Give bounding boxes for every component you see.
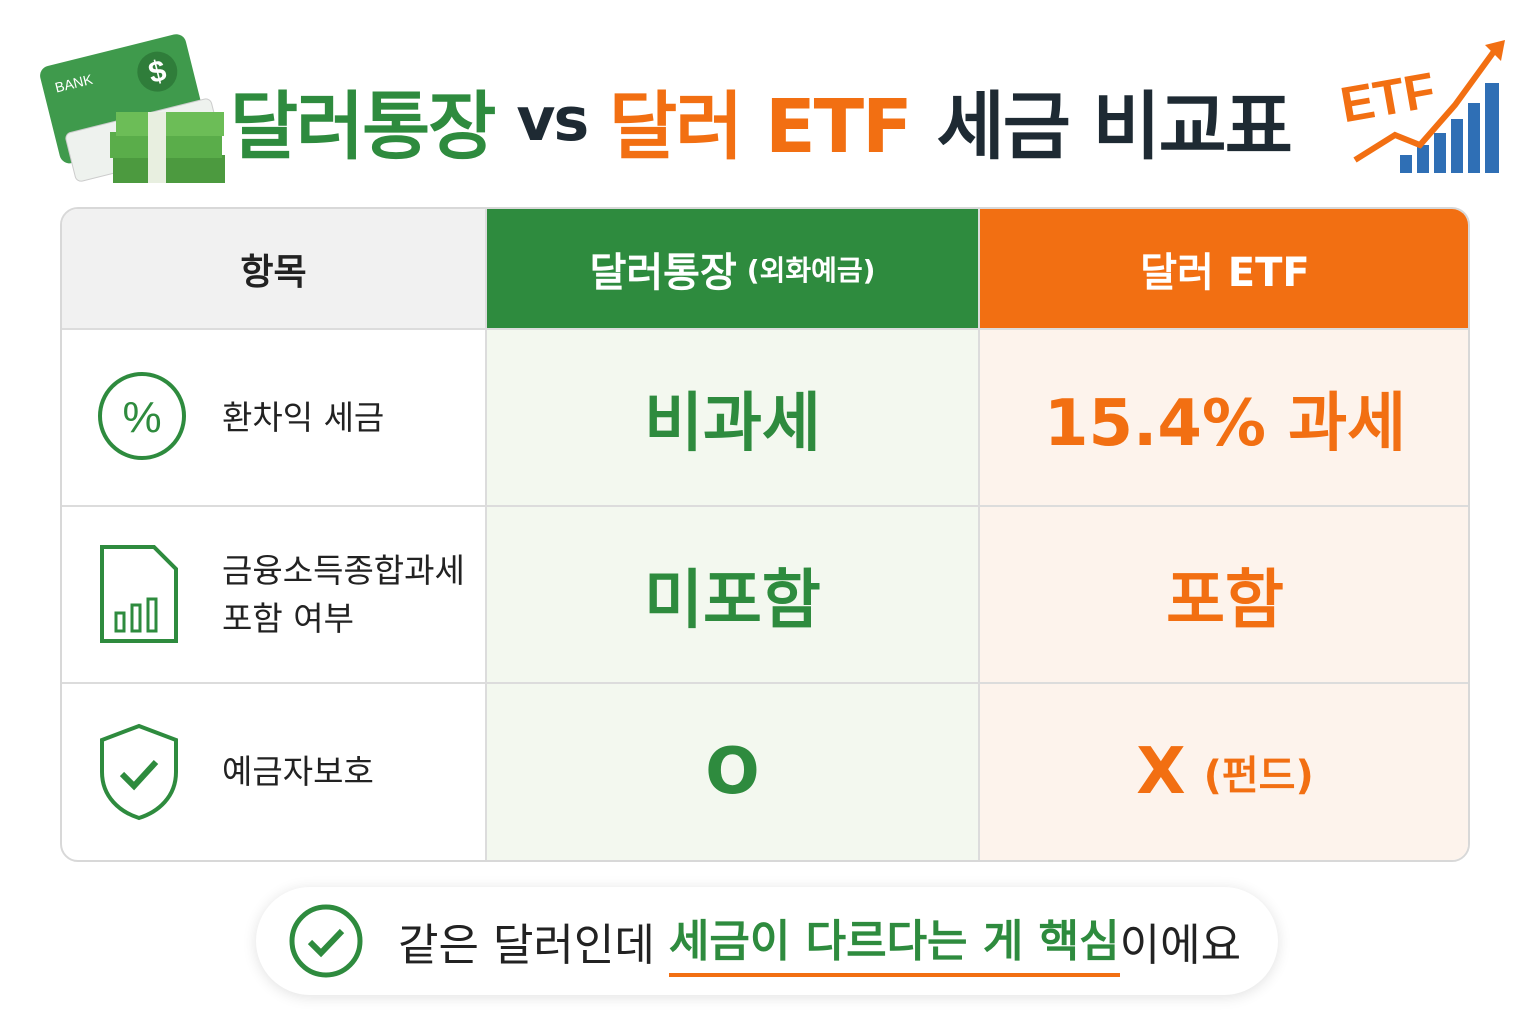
svg-text:%: %: [122, 393, 161, 442]
footer-text: 같은 달러인데: [398, 920, 669, 971]
etf-value: 15.4% 과세: [980, 330, 1468, 507]
etf-note: (펀드): [1203, 753, 1314, 799]
check-icon: [289, 904, 363, 978]
document-icon: [100, 545, 178, 643]
shield-icon: [100, 723, 178, 821]
bank-value: 미포함: [487, 507, 980, 684]
footer-note: 같은 달러인데 세금이 다르다는 게 핵심 이에요: [256, 887, 1278, 995]
money-stack: [110, 112, 225, 183]
item-cell: 예금자보호: [62, 684, 487, 860]
footer-text: 이에요: [1119, 920, 1242, 971]
bank-value: O: [487, 684, 980, 860]
etf-label: ETF: [1336, 62, 1439, 134]
footer-highlight: 세금이 다르다는 게 핵심: [668, 905, 1120, 977]
title-vs: vs: [516, 85, 589, 155]
column-note: (외화예금): [746, 253, 876, 287]
etf-value: 포함: [980, 507, 1468, 684]
column-header: 달러 ETF: [980, 209, 1468, 330]
page-title: 달러통장 vs 달러 ETF 세금 비교표: [230, 70, 1293, 170]
item-label: 금융소득종합과세: [222, 550, 465, 590]
column-title: 달러통장: [589, 249, 737, 296]
percent-icon: %: [98, 371, 186, 460]
item-label: 환차익 세금: [222, 397, 385, 437]
etf-illustration: ETF: [1336, 40, 1505, 173]
item-cell: 금융소득종합과세 포함 여부: [62, 507, 487, 684]
item-cell: % 환차익 세금: [62, 330, 487, 507]
etf-value: X (펀드): [980, 684, 1468, 860]
bank-value: 비과세: [487, 330, 980, 507]
etf-mark: X: [1136, 735, 1186, 809]
column-header: 달러통장 (외화예금): [487, 209, 980, 330]
item-label: 예금자보호: [222, 752, 374, 792]
title-part: 달러 ETF: [609, 83, 912, 170]
title-part: 세금 비교표: [936, 83, 1293, 170]
bar-graphic: [1400, 83, 1499, 173]
comparison-table: 항목 달러통장 (외화예금) 달러 ETF % 환차익 세금 비과세 15.4% …: [60, 207, 1470, 862]
title-part: 달러통장: [230, 83, 496, 170]
item-label: 포함 여부: [222, 598, 354, 638]
bank-illustration: BANK $: [40, 34, 225, 183]
column-header: 항목: [62, 209, 487, 330]
